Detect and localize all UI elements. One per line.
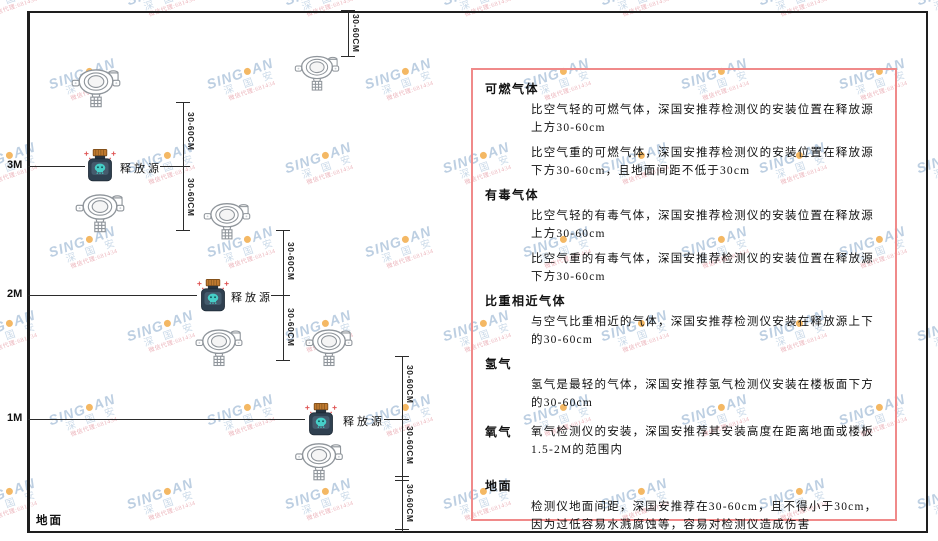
leader-line-1m [28, 419, 305, 421]
leader-line-2m [28, 295, 197, 297]
dim-tick [341, 10, 355, 12]
dim-tick [395, 476, 409, 478]
gas-detector-icon [202, 200, 252, 243]
section-paragraph: 比空气轻的可燃气体，深国安推荐检测仪的安装位置在释放源上方30-60cm [531, 104, 874, 134]
connector-3m [160, 166, 179, 168]
dim-tick [395, 356, 409, 358]
dim-tick [176, 102, 190, 104]
dim-tick [176, 230, 190, 232]
dim-tick [276, 295, 290, 297]
section-paragraph: 氧气检测仪的安装，深国安推荐其安装高度在距离地面或楼板1.5-2M的范围内 [531, 426, 874, 456]
release-source-icon [83, 147, 117, 185]
release-source-label: 释放源 [343, 416, 385, 428]
axis-label-2m: 2M [7, 288, 23, 300]
dim-label: 30-60CM [186, 112, 196, 151]
dim-label: 30-60CM [286, 308, 296, 347]
dim-tick [395, 419, 409, 421]
section-paragraph: 比空气重的可燃气体，深国安推荐检测仪的安装位置在释放源下方30-60cm，且地面… [531, 147, 874, 177]
leader-line-3m [28, 166, 85, 168]
section-toxic-gas: 有毒气体 比空气轻的有毒气体，深国安推荐检测仪的安装位置在释放源上方30-60c… [485, 187, 883, 286]
section-ground: 地面 检测仪地面间距，深国安推荐在30-60cm，且不得小于30cm，因为过低容… [485, 478, 883, 534]
section-paragraph: 检测仪地面间距，深国安推荐在30-60cm，且不得小于30cm，因为过低容易水溅… [531, 501, 878, 531]
dim-label: 30-60CM [405, 365, 415, 404]
section-hydrogen: 氢气 氢气是最轻的气体，深国安推荐氢气检测仪安装在楼板面下方的30-60cm [485, 356, 883, 412]
section-combustible-gas: 可燃气体 比空气轻的可燃气体，深国安推荐检测仪的安装位置在释放源上方30-60c… [485, 81, 883, 180]
dim-label: 30-60CM [286, 242, 296, 281]
section-heading: 比重相近气体 [485, 294, 567, 308]
dim-line-1m-ground [402, 357, 404, 533]
instructions-panel: 可燃气体 比空气轻的可燃气体，深国安推荐检测仪的安装位置在释放源上方30-60c… [471, 68, 897, 531]
dim-line-above-2m [283, 231, 285, 296]
section-oxygen: 氧气 氧气检测仪的安装，深国安推荐其安装高度在距离地面或楼板1.5-2M的范围内 [485, 419, 883, 466]
dim-line-below-2m [283, 296, 285, 361]
section-paragraph: 比空气重的有毒气体，深国安推荐检测仪的安装位置在释放源下方30-60cm [531, 253, 874, 283]
dim-label: 30-60CM [405, 484, 415, 523]
dim-line-ceiling [348, 11, 350, 57]
section-heading: 地面 [485, 479, 513, 493]
release-source-label: 释放源 [120, 163, 162, 175]
dim-label: 30-60CM [405, 426, 415, 465]
dim-line-above-3m [183, 103, 185, 167]
ground-label: 地面 [36, 515, 63, 527]
release-source-icon [196, 277, 230, 315]
section-heading: 可燃气体 [485, 82, 540, 96]
connector-1m [384, 419, 403, 421]
gas-detector-icon [304, 326, 354, 370]
dim-line-below-3m [183, 167, 185, 231]
gas-detector-icon [70, 66, 122, 111]
dim-tick [395, 529, 409, 531]
section-heading: 氢气 [485, 357, 513, 371]
dim-tick [276, 230, 290, 232]
gas-detector-icon [74, 191, 126, 236]
dim-label: 30-60CM [351, 14, 361, 53]
gas-detector-icon [293, 440, 345, 484]
axis-label-3m: 3M [7, 159, 23, 171]
gas-detector-icon [292, 53, 342, 94]
section-paragraph: 比空气轻的有毒气体，深国安推荐检测仪的安装位置在释放源上方30-60cm [531, 210, 874, 240]
section-heading: 有毒气体 [485, 188, 540, 202]
dim-tick [276, 360, 290, 362]
section-heading: 氧气 [485, 425, 513, 439]
section-paragraph: 氢气是最轻的气体，深国安推荐氢气检测仪安装在楼板面下方的30-60cm [531, 379, 874, 409]
dim-tick [176, 166, 190, 168]
gas-detector-icon [194, 326, 244, 370]
release-source-icon [304, 401, 338, 439]
release-source-label: 释放源 [231, 292, 273, 304]
room-frame [27, 11, 928, 533]
section-similar-density-gas: 比重相近气体 与空气比重相近的气体，深国安推荐检测仪安装在释放源上下的30-60… [485, 293, 883, 349]
dim-label: 30-60CM [186, 178, 196, 217]
dim-tick [395, 480, 409, 482]
axis-label-1m: 1M [7, 412, 23, 424]
dim-tick [341, 56, 355, 58]
section-paragraph: 与空气比重相近的气体，深国安推荐检测仪安装在释放源上下的30-60cm [531, 316, 874, 346]
